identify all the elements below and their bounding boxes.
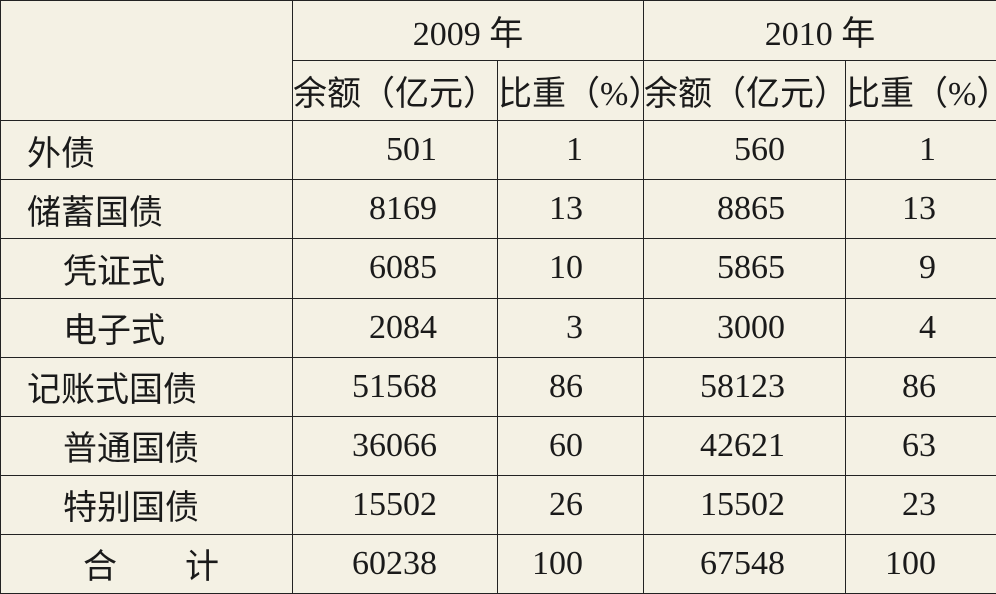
value-cell: 36066 <box>292 415 498 476</box>
column-header: 比重（%） <box>845 60 996 122</box>
data-row: 记账式国债 51568 86 58123 86 <box>0 356 996 417</box>
value-cell: 86 <box>845 356 996 417</box>
column-header: 比重（%） <box>497 60 644 122</box>
header-row: 2009 年 2010 年 <box>0 0 996 122</box>
value-cell: 501 <box>292 120 498 181</box>
value-cell: 15502 <box>643 474 846 535</box>
value-cell: 1 <box>497 120 644 181</box>
data-row: 特别国债 15502 26 15502 23 <box>0 474 996 535</box>
value-cell: 1 <box>845 120 996 181</box>
year-header: 2010 年 <box>643 0 996 62</box>
value-cell: 60 <box>497 415 644 476</box>
value-cell: 15502 <box>292 474 498 535</box>
value-cell: 60238 <box>292 533 498 594</box>
value-cell: 6085 <box>292 238 498 299</box>
value-cell: 58123 <box>643 356 846 417</box>
row-label: 合 计 <box>0 533 293 594</box>
value-cell: 100 <box>497 533 644 594</box>
data-row: 储蓄国债 8169 13 8865 13 <box>0 179 996 240</box>
value-cell: 13 <box>497 179 644 240</box>
column-header: 余额（亿元） <box>292 60 498 122</box>
value-cell: 67548 <box>643 533 846 594</box>
value-cell: 8169 <box>292 179 498 240</box>
column-header: 余额（亿元） <box>643 60 846 122</box>
value-cell: 8865 <box>643 179 846 240</box>
value-cell: 3000 <box>643 297 846 358</box>
row-label: 储蓄国债 <box>0 179 293 240</box>
value-cell: 51568 <box>292 356 498 417</box>
value-cell: 10 <box>497 238 644 299</box>
corner-cell <box>0 0 293 122</box>
value-cell: 4 <box>845 297 996 358</box>
row-label: 外债 <box>0 120 293 181</box>
data-row: 合 计 60238 100 67548 100 <box>0 533 996 594</box>
value-cell: 5865 <box>643 238 846 299</box>
value-cell: 9 <box>845 238 996 299</box>
value-cell: 23 <box>845 474 996 535</box>
value-cell: 42621 <box>643 415 846 476</box>
header-row: 余额（亿元） 比重（%） 余额（亿元） 比重（%） <box>1 60 996 122</box>
value-cell: 2084 <box>292 297 498 358</box>
data-row: 电子式 2084 3 3000 4 <box>0 297 996 358</box>
data-row: 普通国债 36066 60 42621 63 <box>0 415 996 476</box>
row-label: 特别国债 <box>0 474 293 535</box>
row-label: 电子式 <box>0 297 293 358</box>
value-cell: 86 <box>497 356 644 417</box>
row-label: 记账式国债 <box>0 356 293 417</box>
year-header: 2009 年 <box>292 0 644 62</box>
row-label: 普通国债 <box>0 415 293 476</box>
value-cell: 560 <box>643 120 846 181</box>
data-row: 外债 501 1 560 1 <box>0 120 996 181</box>
value-cell: 13 <box>845 179 996 240</box>
value-cell: 100 <box>845 533 996 594</box>
row-label: 凭证式 <box>0 238 293 299</box>
value-cell: 3 <box>497 297 644 358</box>
data-row: 凭证式 6085 10 5865 9 <box>0 238 996 299</box>
value-cell: 63 <box>845 415 996 476</box>
value-cell: 26 <box>497 474 644 535</box>
